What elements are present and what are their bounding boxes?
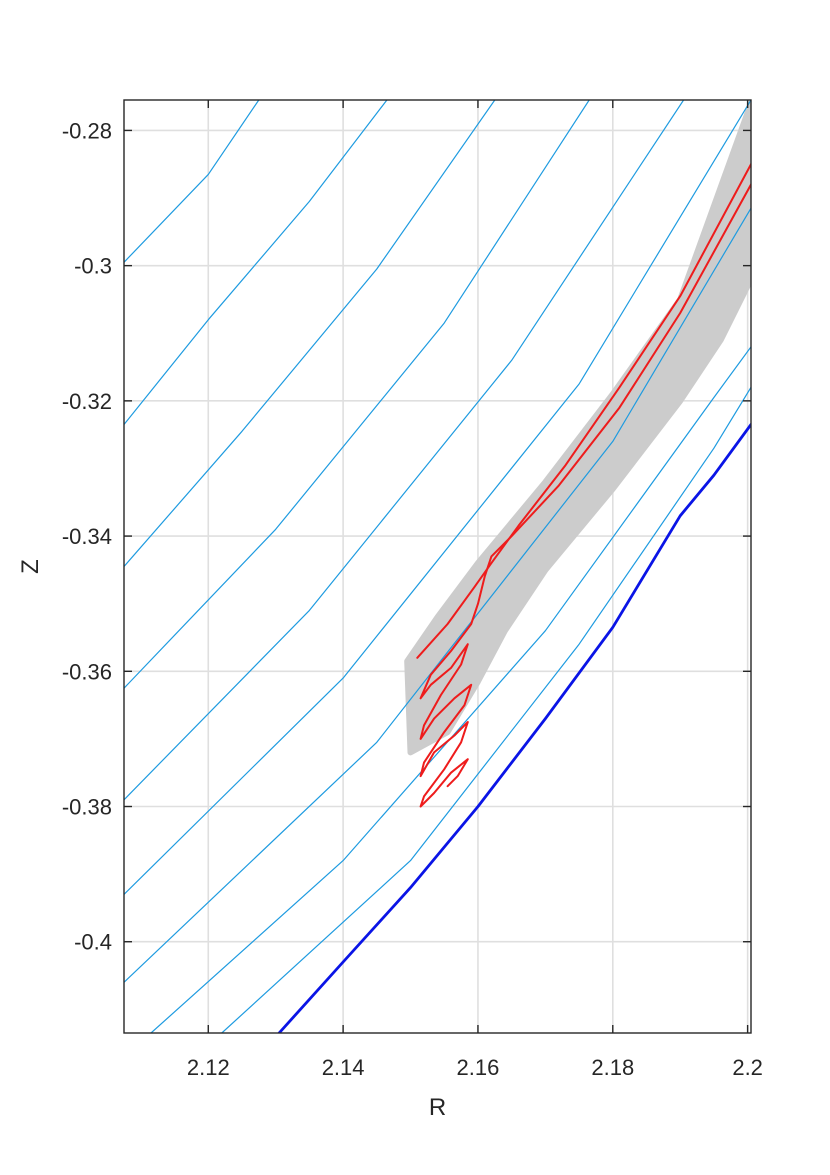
flux-surface-line [124, 100, 751, 896]
grid [124, 100, 751, 1033]
tick-labels: 2.12 2.14 2.16 2.18 2.2 -0.28 -0.3 -0.32 -0.34 -0… [62, 118, 763, 1080]
ticks [124, 100, 751, 1033]
flux-surface-line [150, 346, 751, 1033]
flux-surface-line [124, 100, 260, 263]
flux-surface-line [124, 207, 751, 983]
x-tick-label: 2.2 [732, 1055, 763, 1080]
y-tick-label: -0.38 [62, 795, 112, 820]
axes-box [123, 99, 752, 1034]
trajectory-line [416, 163, 751, 659]
flux-surface-line [221, 386, 751, 1033]
orbit-band-area [404, 100, 751, 756]
y-tick-label: -0.34 [62, 524, 112, 549]
flux-surface-line [124, 100, 496, 568]
flux-surface-line [124, 100, 590, 689]
x-tick-label: 2.12 [187, 1055, 230, 1080]
trajectory-line [419, 183, 751, 808]
y-tick-label: -0.4 [74, 930, 112, 955]
y-tick-label: -0.3 [74, 254, 112, 279]
x-tick-label: 2.18 [591, 1055, 634, 1080]
x-tick-label: 2.16 [457, 1055, 500, 1080]
flux-surface-line [124, 100, 685, 801]
series-group [124, 100, 751, 1033]
y-tick-label: -0.36 [62, 659, 112, 684]
orbit-band [404, 100, 751, 756]
x-tick-label: 2.14 [322, 1055, 365, 1080]
boundary-line [277, 423, 751, 1033]
y-tick-label: -0.28 [62, 118, 112, 143]
x-axis-label: R [429, 1094, 446, 1121]
flux-surface-line [124, 100, 388, 426]
y-axis-label: Z [17, 559, 44, 574]
y-tick-label: -0.32 [62, 389, 112, 414]
